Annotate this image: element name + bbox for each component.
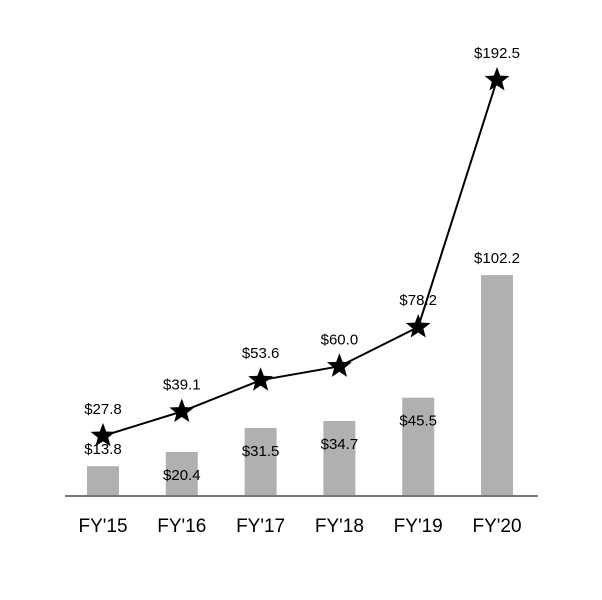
line-value-label: $39.1 [163, 376, 201, 393]
bar-value-label: $45.5 [399, 413, 437, 430]
line-value-label: $27.8 [84, 401, 122, 418]
bar-value-label: $31.5 [242, 443, 280, 460]
star-marker [327, 353, 352, 377]
x-tick-label: FY'20 [472, 516, 521, 537]
bar [402, 397, 435, 496]
bar [323, 421, 356, 496]
star-marker [484, 67, 510, 91]
star-marker [90, 422, 116, 447]
line-value-label: $53.6 [242, 345, 280, 362]
bar-value-label: $34.7 [321, 436, 359, 453]
line [102, 79, 498, 437]
x-tick-label: FY'19 [394, 516, 443, 537]
bar-value-label: $102.2 [474, 250, 520, 267]
bar-value-label: $20.4 [163, 467, 201, 484]
line-value-label: $192.5 [474, 45, 520, 62]
bar [165, 451, 198, 496]
line-value-label: $78.2 [399, 292, 437, 309]
bar-value-label: $13.8 [84, 441, 122, 458]
star-marker [248, 367, 273, 391]
star-marker [405, 314, 431, 338]
bar [87, 466, 119, 496]
x-tick-label: FY'15 [78, 516, 127, 537]
x-tick-label: FY'16 [157, 516, 206, 537]
x-tick-label: FY'18 [315, 516, 364, 537]
line-value-label: $60.0 [321, 331, 359, 348]
bar [481, 275, 513, 496]
bar [244, 427, 277, 496]
x-tick-label: FY'17 [236, 516, 285, 537]
star-marker [169, 398, 195, 422]
